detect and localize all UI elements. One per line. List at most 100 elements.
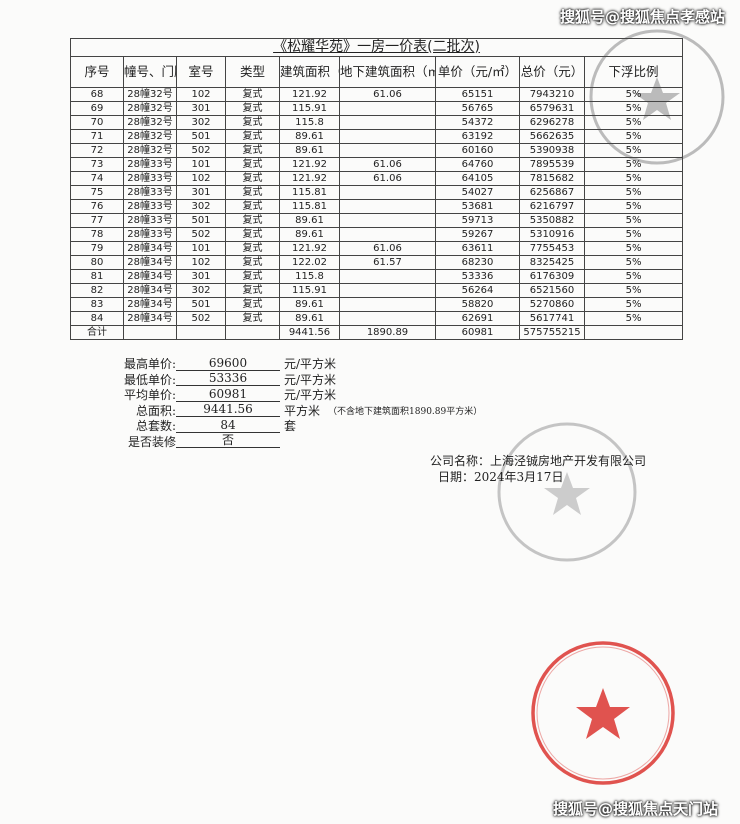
table-cell: 28幢32号: [123, 87, 177, 102]
table-cell: 复式: [225, 87, 280, 102]
table-cell: 68230: [435, 255, 520, 270]
table-cell: 复式: [225, 297, 280, 312]
column-header: 下浮比例: [583, 56, 684, 88]
table-row: 78 28幢33号 502 复式 89.61 59267 5310916 5%: [70, 227, 684, 242]
table-row: 81 28幢34号 301 复式 115.8 53336 6176309 5%: [70, 269, 684, 284]
table-cell: 5%: [583, 241, 684, 256]
table-cell: 复式: [225, 185, 280, 200]
table-cell: 83: [70, 297, 124, 312]
table-cell: 73: [70, 157, 124, 172]
table-cell: 7755453: [519, 241, 585, 256]
table-cell: 575755215: [519, 325, 585, 340]
table-cell: 60981: [435, 325, 520, 340]
table-cell: 6579631: [519, 101, 585, 116]
table-row: 84 28幢34号 502 复式 89.61 62691 5617741 5%: [70, 311, 684, 326]
table-cell: 28幢32号: [123, 101, 177, 116]
table-cell: 6256867: [519, 185, 585, 200]
table-cell: 5%: [583, 185, 684, 200]
table-cell: 301: [176, 269, 226, 284]
table-cell: 5%: [583, 255, 684, 270]
table-cell: 101: [176, 157, 226, 172]
table-cell: 5%: [583, 115, 684, 130]
table-cell: 76: [70, 199, 124, 214]
summary-row: 是否装修否: [110, 434, 482, 450]
summary-row: 最高单价: 69600 元/平方米: [110, 356, 482, 372]
table-cell: 121.92: [279, 157, 340, 172]
table-cell: 9441.56: [279, 325, 340, 340]
table-cell: 复式: [225, 171, 280, 186]
table-cell: 5%: [583, 297, 684, 312]
table-cell: 74: [70, 171, 124, 186]
table-cell: 5350882: [519, 213, 585, 228]
table-cell: 28幢33号: [123, 213, 177, 228]
table-cell: [339, 143, 436, 158]
watermark-bottom: 搜狐号@搜狐焦点天门站: [553, 800, 719, 818]
table-cell: 5%: [583, 143, 684, 158]
table-cell: 75: [70, 185, 124, 200]
table-cell: 61.06: [339, 87, 436, 102]
table-title: 《松耀华苑》一房一价表(二批次): [273, 39, 481, 55]
table-cell: 5%: [583, 227, 684, 242]
table-row: 72 28幢32号 502 复式 89.61 60160 5390938 5%: [70, 143, 684, 158]
summary-label: 总面积:: [135, 403, 176, 418]
summary-label: 最高单价:: [123, 357, 176, 372]
table-cell: 89.61: [279, 227, 340, 242]
table-cell: 1890.89: [339, 325, 436, 340]
table-cell: 69: [70, 101, 124, 116]
summary-unit: 套: [284, 419, 297, 434]
table-cell: 6296278: [519, 115, 585, 130]
table-cell: 102: [176, 87, 226, 102]
table-row: 75 28幢33号 301 复式 115.81 54027 6256867 5%: [70, 185, 684, 200]
table-cell: 501: [176, 129, 226, 144]
table-cell: 63192: [435, 129, 520, 144]
summary-unit: 平方米: [284, 403, 321, 418]
table-cell: 28幢34号: [123, 241, 177, 256]
table-cell: 121.92: [279, 87, 340, 102]
table-cell: 56765: [435, 101, 520, 116]
summary-value: 84: [176, 418, 280, 433]
table-cell: 89.61: [279, 143, 340, 158]
summary: 最高单价: 69600 元/平方米 最低单价: 53336 元/平方米 平均单价: 60981…: [110, 356, 482, 449]
table-cell: [339, 213, 436, 228]
table-cell: 61.06: [339, 157, 436, 172]
table-cell: 28幢33号: [123, 199, 177, 214]
table-cell: 复式: [225, 283, 280, 298]
table-cell: 302: [176, 283, 226, 298]
summary-value: 53336: [176, 372, 280, 387]
table-cell: 58820: [435, 297, 520, 312]
table-cell: 复式: [225, 255, 280, 270]
table-cell: 5662635: [519, 129, 585, 144]
table-cell: 5617741: [519, 311, 585, 326]
column-header: 单价（元/㎡）: [435, 56, 520, 88]
table-cell: 5%: [583, 157, 684, 172]
table-row: 70 28幢32号 302 复式 115.8 54372 6296278 5%: [70, 115, 684, 130]
column-header: 幢号、门牌号: [123, 56, 177, 88]
table-cell: 78: [70, 227, 124, 242]
table-cell: 61.57: [339, 255, 436, 270]
table-cell: 115.8: [279, 269, 340, 284]
company-name: 公司名称：上海泾铖房地产开发有限公司: [430, 454, 647, 468]
summary-unit: 元/平方米: [284, 372, 337, 387]
table-cell: 502: [176, 143, 226, 158]
summary-value: 否: [176, 434, 280, 449]
table-cell: 501: [176, 213, 226, 228]
summary-label: 是否装修: [127, 434, 176, 449]
table-row: 77 28幢33号 501 复式 89.61 59713 5350882 5%: [70, 213, 684, 228]
table-cell: 7815682: [519, 171, 585, 186]
table-cell: 5%: [583, 311, 684, 326]
table-cell: 5%: [583, 87, 684, 102]
table-cell: 80: [70, 255, 124, 270]
table-cell: 复式: [225, 129, 280, 144]
table-cell: [339, 185, 436, 200]
table-cell: 302: [176, 115, 226, 130]
table-cell: 复式: [225, 213, 280, 228]
table-cell: 复式: [225, 115, 280, 130]
table-cell: 5%: [583, 101, 684, 116]
table-cell: 6216797: [519, 199, 585, 214]
table-cell: 28幢34号: [123, 269, 177, 284]
table-cell: 5310916: [519, 227, 585, 242]
table-cell: 115.8: [279, 115, 340, 130]
table-cell: 28幢32号: [123, 143, 177, 158]
table-cell: 28幢34号: [123, 311, 177, 326]
table-row: 80 28幢34号 102 复式 122.02 61.57 68230 8325425 5%: [70, 255, 684, 270]
